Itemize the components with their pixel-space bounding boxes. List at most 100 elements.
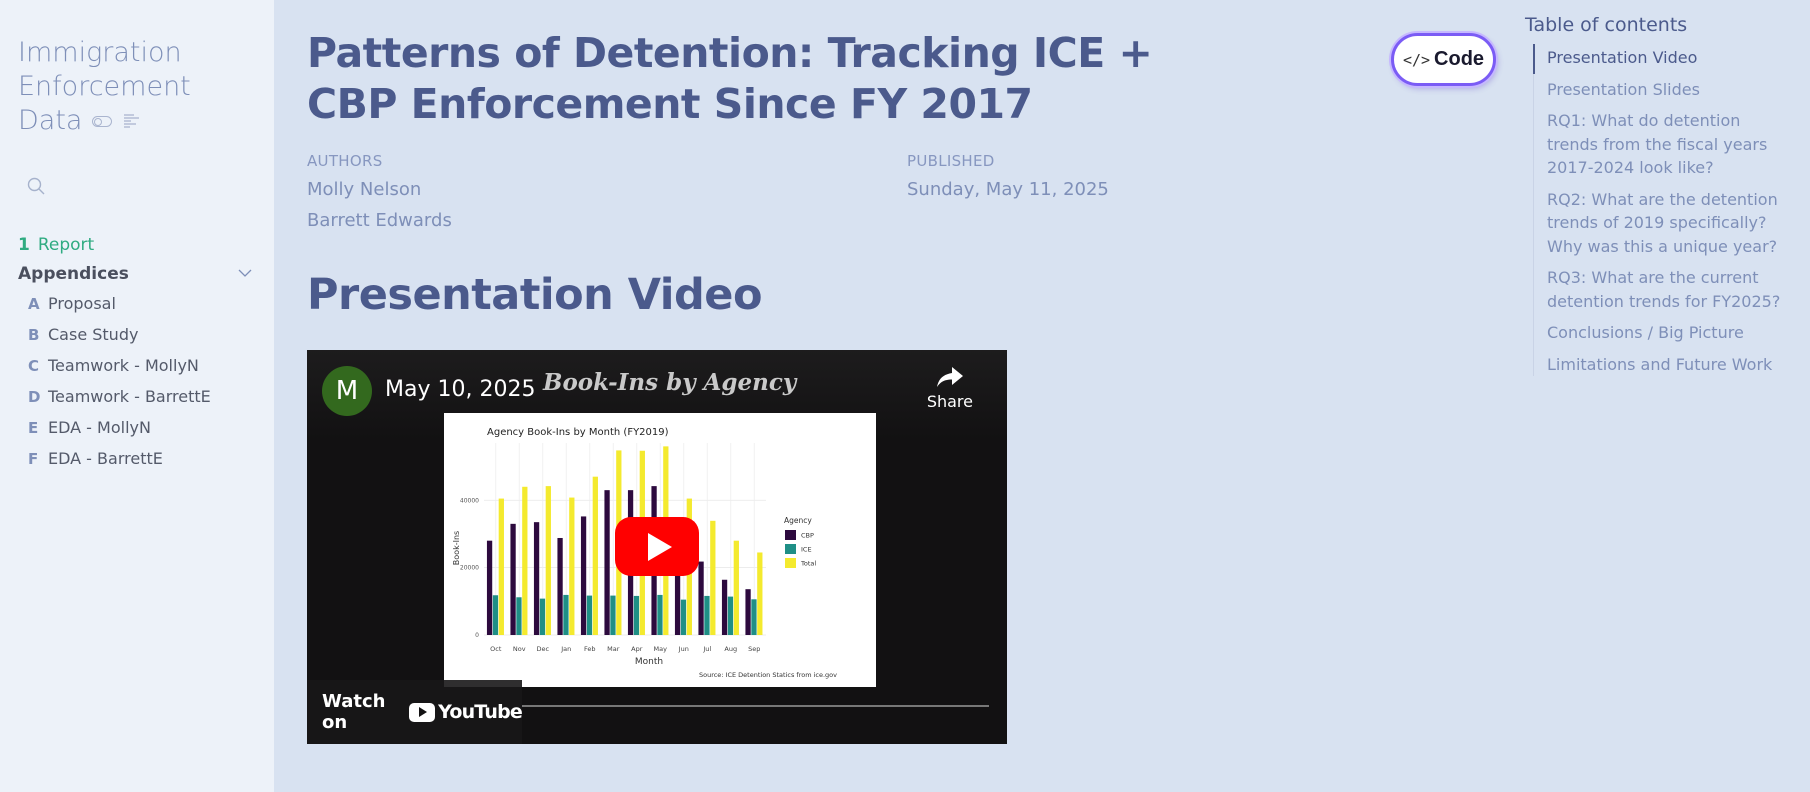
chart-x-tick-label: Dec [536, 645, 549, 653]
chart-y-axis-label: Book-Ins [452, 531, 461, 565]
toc-item-rq2[interactable]: RQ2: What are the detention trends of 20… [1547, 189, 1778, 256]
chart-x-tick-label: Feb [584, 645, 596, 653]
chart-bar [727, 596, 734, 635]
site-title[interactable]: Immigration Enforcement Data [18, 36, 256, 138]
chart-source: Source: ICE Detention Statics from ice.g… [699, 671, 837, 679]
chart-legend-label: ICE [801, 546, 812, 554]
chart-bar [539, 598, 546, 635]
chart-bar [633, 595, 640, 635]
item-letter: E [28, 418, 39, 437]
chart-bar [498, 498, 504, 635]
page-title: Patterns of Detention: Tracking ICE + CB… [307, 29, 1153, 128]
published-label: PUBLISHED [907, 152, 995, 170]
youtube-logo: YouTube [409, 701, 523, 723]
search-icon[interactable] [26, 176, 46, 196]
chart-y-tick-label: 20000 [460, 565, 479, 572]
chart-legend-swatch [785, 530, 796, 540]
youtube-wordmark: YouTube [438, 701, 523, 723]
youtube-video-embed[interactable]: M May 10, 2025 Book-Ins by Agency Share … [307, 350, 1007, 744]
chart-bar [704, 595, 710, 635]
item-letter: B [28, 325, 40, 344]
item-label: Proposal [48, 294, 116, 313]
chart-x-tick-label: Jun [678, 645, 689, 653]
chart-bar [510, 523, 516, 635]
toc-item-presentation-video[interactable]: Presentation Video [1533, 44, 1785, 74]
toc-item-presentation-slides[interactable]: Presentation Slides [1547, 79, 1700, 99]
sidebar-nav: 1 Report Appendices A Proposal B Case Stud… [18, 230, 256, 474]
chart-bar [516, 597, 522, 635]
code-button[interactable]: </> Code [1391, 33, 1496, 86]
item-label: Teamwork - BarrettE [48, 387, 211, 406]
item-letter: A [28, 294, 40, 313]
code-button-label: Code [1434, 48, 1485, 70]
chart-x-tick-label: Apr [631, 645, 643, 653]
chart-x-tick-label: Jan [560, 645, 571, 653]
published-block: PUBLISHED Sunday, May 11, 2025 [907, 152, 1507, 236]
video-title[interactable]: May 10, 2025 [385, 377, 536, 402]
code-icon: </> [1402, 50, 1431, 69]
sidebar-item-teamwork-barrette[interactable]: D Teamwork - BarrettE [28, 381, 256, 412]
dark-mode-toggle-icon[interactable] [92, 116, 113, 127]
chart-bar [657, 594, 663, 635]
sidebar-section-appendices[interactable]: Appendices [18, 259, 256, 288]
report-label: Report [37, 234, 95, 255]
chart-bar [751, 599, 757, 635]
chart-bar [710, 520, 716, 635]
sidebar-item-report[interactable]: 1 Report [18, 230, 256, 259]
toc-item-rq3[interactable]: RQ3: What are the current detention tren… [1547, 268, 1781, 311]
share-icon [936, 367, 963, 387]
share-button[interactable]: Share [927, 366, 973, 411]
sidebar-item-case-study[interactable]: B Case Study [28, 319, 256, 350]
video-progress-bar[interactable] [522, 705, 989, 707]
chart-bar [604, 490, 610, 635]
item-label: Case Study [48, 325, 139, 344]
share-label: Share [926, 392, 973, 411]
chart-bar [533, 522, 540, 635]
sidebar-item-teamwork-mollyn[interactable]: C Teamwork - MollyN [28, 350, 256, 381]
item-letter: D [28, 387, 41, 406]
chevron-down-icon[interactable] [238, 269, 252, 278]
chart-x-tick-label: May [654, 645, 668, 653]
channel-avatar[interactable]: M [322, 366, 372, 416]
chart-bar [586, 595, 593, 635]
chart-x-tick-label: Nov [513, 645, 526, 653]
chart-bar [557, 537, 563, 635]
chart-legend-title: Agency [784, 516, 812, 525]
author-name: Barrett Edwards [307, 210, 452, 231]
item-letter: F [28, 449, 39, 468]
chart-title: Agency Book-Ins by Month (FY2019) [487, 427, 669, 438]
reader-mode-icon[interactable] [122, 112, 142, 132]
chart-y-tick-label: 40000 [460, 497, 479, 504]
published-date: Sunday, May 11, 2025 [907, 179, 1109, 200]
main-content: Patterns of Detention: Tracking ICE + CB… [307, 28, 1507, 320]
sidebar-item-proposal[interactable]: A Proposal [28, 288, 256, 319]
toc-item-conclusions[interactable]: Conclusions / Big Picture [1547, 323, 1744, 342]
sidebar-item-eda-mollyn[interactable]: E EDA - MollyN [28, 412, 256, 443]
toc-title: Table of contents [1525, 14, 1688, 36]
appendices-label: Appendices [18, 263, 129, 284]
authors-label: AUTHORS [307, 152, 383, 170]
sidebar: Immigration Enforcement Data 1 Report Ap… [0, 0, 274, 792]
site-title-line: Enforcement [18, 71, 191, 102]
youtube-play-icon [409, 702, 436, 722]
site-title-line: Immigration [18, 37, 182, 68]
chart-bar [610, 595, 616, 635]
chart-bar [733, 540, 739, 635]
author-name: Molly Nelson [307, 179, 422, 200]
chart-bar [522, 486, 528, 635]
play-button[interactable] [615, 517, 699, 576]
chart-y-tick-label: 0 [475, 632, 479, 639]
authors-block: AUTHORS Molly Nelson Barrett Edwards [307, 152, 907, 236]
watch-on-youtube-button[interactable]: Watch on YouTube [307, 680, 523, 744]
slide-heading: Book-Ins by Agency [543, 369, 797, 396]
chart-bar [674, 535, 681, 635]
toc-item-limitations[interactable]: Limitations and Future Work [1547, 354, 1773, 374]
chart-bar [545, 486, 551, 635]
appendices-list: A Proposal B Case Study C Teamwork - MollyN… [28, 288, 256, 474]
article-meta: AUTHORS Molly Nelson Barrett Edwards PUB… [307, 152, 1507, 236]
chart-x-axis-label: Month [635, 657, 663, 667]
sidebar-item-eda-barrette[interactable]: F EDA - BarrettE [28, 443, 256, 474]
chart-x-tick-label: Oct [490, 645, 502, 653]
chart-bar [486, 540, 493, 635]
toc-item-rq1[interactable]: RQ1: What do detention trends from the f… [1547, 111, 1768, 177]
